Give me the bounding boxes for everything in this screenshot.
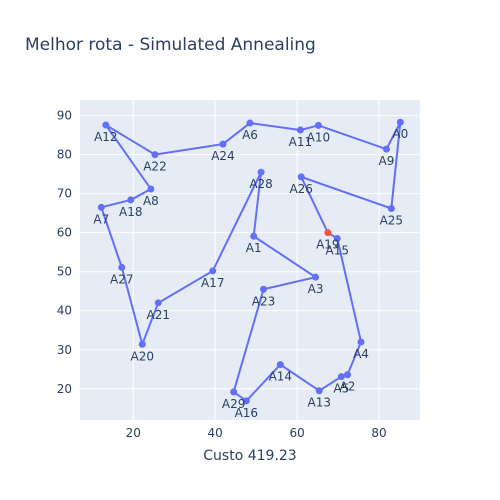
route-point bbox=[343, 371, 351, 379]
point-label: A11 bbox=[289, 135, 312, 149]
x-tick-label: 20 bbox=[126, 426, 141, 440]
point-label: A14 bbox=[269, 370, 292, 384]
y-tick-label: 20 bbox=[57, 382, 72, 396]
point-label: A7 bbox=[93, 212, 109, 226]
route-point bbox=[127, 196, 135, 204]
point-label: A10 bbox=[307, 130, 330, 144]
route-point bbox=[97, 203, 105, 211]
y-tick-label: 60 bbox=[57, 226, 72, 240]
point-label: A18 bbox=[119, 205, 142, 219]
route-point bbox=[337, 373, 345, 381]
point-label: A20 bbox=[131, 349, 154, 363]
point-label: A17 bbox=[201, 276, 224, 290]
point-label: A6 bbox=[242, 128, 258, 142]
route-point bbox=[387, 204, 395, 212]
route-point bbox=[118, 263, 126, 271]
point-label: A23 bbox=[252, 294, 275, 308]
route-point bbox=[396, 118, 404, 126]
route-point bbox=[314, 121, 322, 129]
route-point bbox=[357, 338, 365, 346]
y-tick-label: 90 bbox=[57, 109, 72, 123]
plot-area bbox=[80, 100, 420, 420]
point-label: A29 bbox=[222, 397, 245, 411]
route-point bbox=[297, 173, 305, 181]
point-label: A12 bbox=[94, 130, 117, 144]
y-tick-label: 30 bbox=[57, 343, 72, 357]
route-point bbox=[257, 168, 265, 176]
point-label: A8 bbox=[143, 194, 159, 208]
route-point bbox=[102, 121, 110, 129]
route-point bbox=[296, 126, 304, 134]
point-label: A5 bbox=[333, 382, 349, 396]
point-label: A21 bbox=[146, 308, 169, 322]
y-tick-label: 40 bbox=[57, 304, 72, 318]
point-label: A19 bbox=[316, 238, 339, 252]
route-point bbox=[219, 140, 227, 148]
point-label: A27 bbox=[110, 272, 133, 286]
point-label: A9 bbox=[378, 154, 394, 168]
chart-title: Melhor rota - Simulated Annealing bbox=[25, 35, 316, 55]
y-axis-ticks: 20 30 40 50 60 70 80 90 bbox=[57, 109, 72, 396]
route-point bbox=[324, 229, 332, 237]
x-axis-ticks: 20 40 60 80 bbox=[126, 426, 387, 440]
y-tick-label: 50 bbox=[57, 265, 72, 279]
point-label: A28 bbox=[249, 177, 272, 191]
route-point bbox=[242, 397, 250, 405]
point-label: A15 bbox=[326, 244, 349, 258]
route-points bbox=[97, 118, 404, 405]
point-label: A24 bbox=[211, 149, 234, 163]
x-tick-label: 80 bbox=[371, 426, 386, 440]
point-label: A22 bbox=[143, 160, 166, 174]
point-label: A0 bbox=[392, 127, 408, 141]
route-point bbox=[209, 267, 217, 275]
route-point bbox=[151, 151, 159, 159]
point-label: A3 bbox=[308, 282, 324, 296]
route-point bbox=[138, 340, 146, 348]
x-axis-label: Custo 419.23 bbox=[203, 448, 296, 464]
point-label: A1 bbox=[246, 241, 262, 255]
point-label: A25 bbox=[380, 213, 403, 227]
route-point bbox=[382, 145, 390, 153]
route-point bbox=[154, 299, 162, 307]
route-point bbox=[312, 273, 320, 281]
y-tick-label: 80 bbox=[57, 148, 72, 162]
route-point bbox=[250, 232, 258, 240]
route-point bbox=[260, 285, 268, 293]
route-point bbox=[246, 119, 254, 127]
y-tick-label: 70 bbox=[57, 187, 72, 201]
route-point bbox=[230, 388, 238, 396]
route-point bbox=[315, 387, 323, 395]
point-label: A26 bbox=[289, 182, 312, 196]
x-tick-label: 60 bbox=[289, 426, 304, 440]
point-label: A2 bbox=[340, 380, 356, 394]
point-label: A16 bbox=[235, 406, 258, 420]
x-tick-label: 40 bbox=[208, 426, 223, 440]
point-label: A4 bbox=[353, 347, 369, 361]
route-point bbox=[333, 235, 341, 243]
route-point bbox=[147, 185, 155, 193]
route-point bbox=[276, 361, 284, 369]
point-label: A13 bbox=[307, 396, 330, 410]
